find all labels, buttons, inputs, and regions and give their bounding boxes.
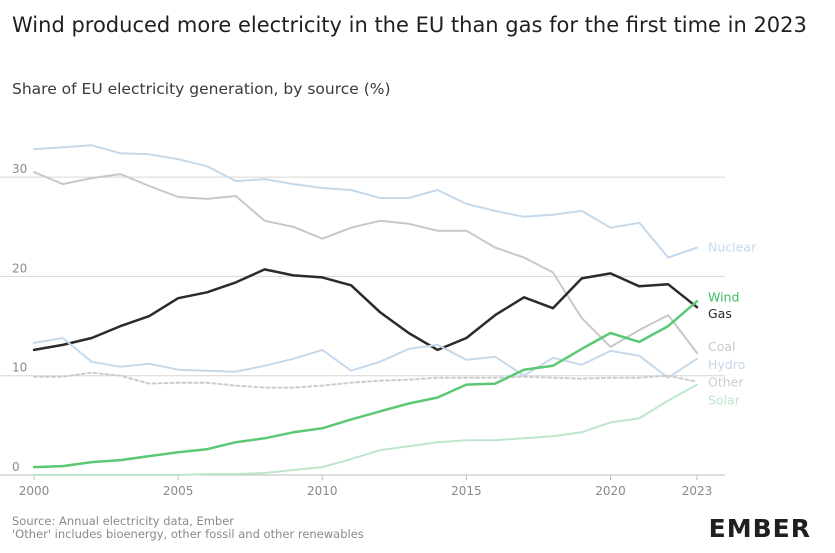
series-label-wind: Wind (708, 289, 739, 304)
series-line-coal (33, 171, 698, 354)
logo-text: EMBER (708, 514, 811, 543)
x-tick-label: 2005 (163, 484, 194, 498)
series-line-hydro (33, 337, 698, 379)
series-label-other: Other (708, 375, 744, 390)
footnote: Source: Annual electricity data, Ember '… (12, 515, 364, 541)
x-tick-label: 2000 (19, 484, 50, 498)
series-line-wind (32, 299, 699, 469)
series-label-hydro: Hydro (708, 357, 745, 372)
ember-logo: EMBER (709, 514, 811, 543)
series-line-other (33, 371, 698, 389)
y-tick-label: 20 (12, 261, 27, 275)
series-line-solar (33, 383, 698, 476)
series-label-gas: Gas (708, 306, 732, 321)
x-tick-label: 2023 (682, 484, 713, 498)
other-definition-note: 'Other' includes bioenergy, other fossil… (12, 527, 364, 541)
chart-title: Wind produced more electricity in the EU… (12, 13, 807, 37)
x-tick-label: 2010 (307, 484, 338, 498)
series-line-gas (32, 268, 699, 352)
series-label-solar: Solar (708, 393, 741, 408)
y-tick-label: 10 (12, 361, 27, 375)
series-label-nuclear: Nuclear (708, 240, 757, 255)
source-note: Source: Annual electricity data, Ember (12, 514, 235, 528)
y-tick-label: 0 (12, 460, 20, 474)
x-tick-label: 2020 (595, 484, 626, 498)
series-label-coal: Coal (708, 339, 736, 354)
y-tick-label: 30 (12, 162, 27, 176)
chart-subtitle: Share of EU electricity generation, by s… (12, 80, 391, 98)
series-line-nuclear (33, 144, 698, 259)
x-tick-label: 2015 (451, 484, 482, 498)
